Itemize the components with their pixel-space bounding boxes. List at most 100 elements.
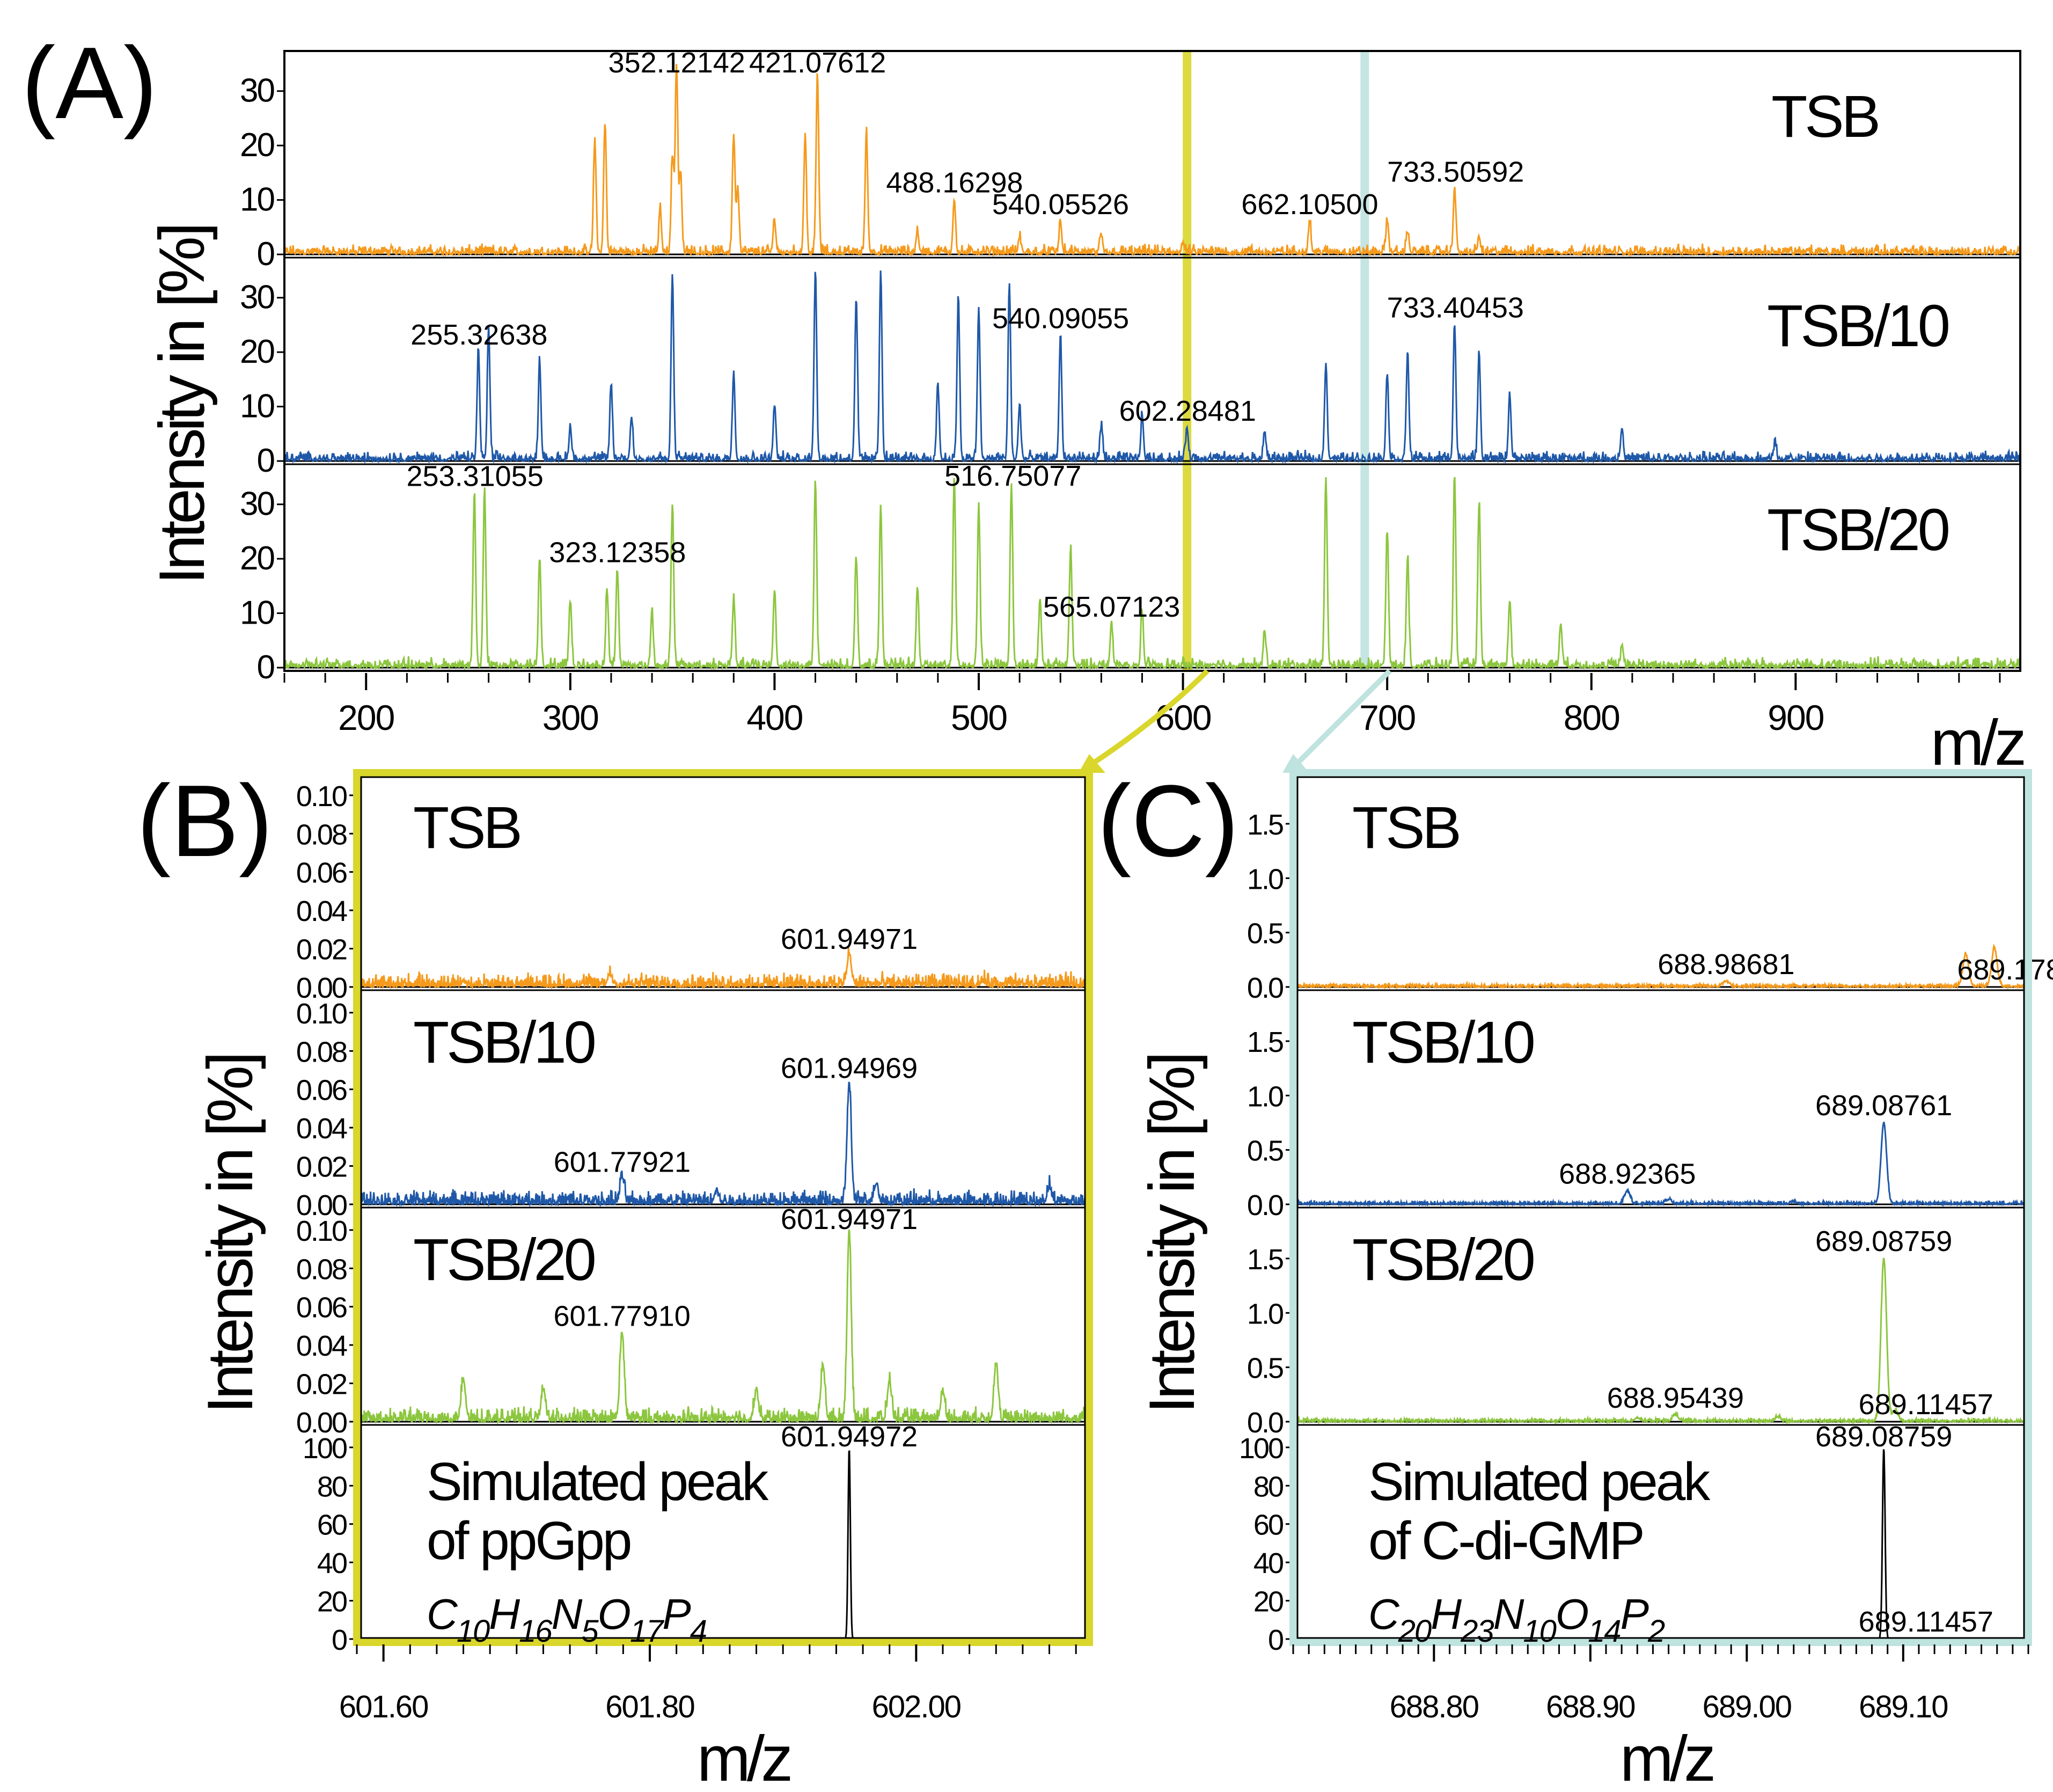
ytick-label: 0.5 [1247,1135,1283,1167]
panel-b-row-title-tsb10: TSB/10 [413,1010,595,1076]
ytick-label: 0.10 [296,1215,347,1247]
panel-a-row-title-tsb: TSB [1771,84,1878,150]
ytick-label: 40 [1253,1547,1283,1579]
series-line-tsb [283,63,2021,258]
connector-to-b [1093,669,1209,765]
peak-annotation: 733.50592 [1387,156,1524,188]
connector-to-c-arrowhead [1282,754,1309,773]
xtick-label: 700 [1359,698,1415,737]
panel-b-plot: 0.00 0.02 0.04 0.06 0.08 0.10 601.94971 0.00 0.0… [296,769,1093,1724]
ytick-label: 1.0 [1247,1080,1283,1113]
panel-b-row-title-tsb20: TSB/20 [413,1227,595,1293]
panel-c-letter: (C) [1097,764,1239,878]
peak-annotation: 689.17827 [1957,954,2053,986]
panel-a-row-title-tsb20: TSB/20 [1767,497,1948,563]
ytick-label: 20 [1253,1586,1283,1618]
panel-b-xlabel: m/z [697,1723,790,1792]
panel-c-sim-line2: of C-di-GMP [1368,1511,1643,1571]
peak-annotation: 255.32638 [410,319,547,351]
series-line-tsb-10 [283,270,2021,464]
peak-annotation: 253.31055 [406,460,543,492]
peak-annotation: 689.08759 [1815,1225,1952,1257]
xtick-label: 800 [1564,698,1619,737]
ytick-label: 0.06 [296,1074,347,1107]
ytick-label: 20 [317,1586,347,1618]
peak-annotation: 688.92365 [1559,1158,1696,1190]
ytick-label: 10 [240,181,274,218]
ytick-label: 80 [1253,1471,1283,1503]
ytick-label: 20 [240,127,274,164]
ytick-label: 0 [257,649,275,686]
ytick-label: 40 [317,1547,347,1579]
ytick-label: 20 [240,540,274,577]
ytick-label: 0.10 [296,998,347,1030]
ytick-label: 0.5 [1247,1352,1283,1385]
plot-frame [283,50,2021,672]
series-line-tsb-20 [1292,1257,2029,1425]
ytick-label: 0.06 [296,857,347,889]
peak-annotation: 565.07123 [1043,591,1180,623]
peak-annotation: 689.11457 [1859,1388,1993,1421]
ytick-label: 60 [1253,1509,1283,1541]
peak-annotation: 540.09055 [992,303,1129,335]
series-line-tsb-20 [356,1229,1090,1425]
peak-annotation: 601.77921 [554,1146,691,1179]
ytick-label: 0.0 [1247,1189,1283,1222]
panel-c-row-title-tsb10: TSB/10 [1352,1010,1534,1076]
ytick-label: 60 [317,1509,347,1541]
peak-annotation: 601.94971 [781,923,918,955]
peak-annotation: 733.40453 [1387,291,1524,324]
ytick-label: 10 [240,595,274,632]
ytick-label: 0.02 [296,1151,347,1183]
xtick-label: 500 [951,698,1007,737]
ytick-label: 0.00 [296,1189,347,1222]
panel-c-sim-line1: Simulated peak [1368,1452,1711,1512]
xtick-label: 688.80 [1390,1689,1478,1724]
connector-to-b-arrowhead [1079,754,1105,773]
peak-annotation: 688.98681 [1658,948,1794,981]
peak-annotation: 323.12358 [549,536,686,568]
ytick-label: 1.5 [1247,809,1283,841]
ytick-label: 0 [257,442,275,479]
xtick-label: 689.00 [1703,1689,1791,1724]
panel-b-sim-line2: of ppGpp [427,1511,630,1571]
ytick-label: 0.04 [296,895,347,927]
xtick-label: 602.00 [872,1689,960,1724]
ytick-label: 20 [240,333,274,370]
series-line-tsb-10 [356,1081,1090,1208]
ytick-label: 30 [240,72,274,109]
series-line-tsb [356,948,1090,990]
ytick-label: 0 [257,236,275,273]
ytick-label: 100 [303,1432,347,1465]
ytick-label: 0.08 [296,1253,347,1285]
panel-a-ylabel: Intensity in [%] [146,226,218,584]
xtick-label: 300 [542,698,598,737]
xtick-label: 200 [338,698,394,737]
panel-c-xlabel: m/z [1620,1723,1713,1792]
panel-a-row-title-tsb10: TSB/10 [1767,293,1948,359]
panel-c-row-title-tsb: TSB [1352,795,1459,861]
peak-annotation: 688.95439 [1607,1382,1744,1414]
ytick-label: 0.00 [296,972,347,1004]
xtick-label: 689.10 [1859,1689,1947,1724]
xtick-label: 601.80 [605,1689,694,1724]
ytick-label: 1.0 [1247,1298,1283,1330]
peak-annotation: 689.11457 [1859,1606,1993,1638]
ytick-label: 0.5 [1247,918,1283,950]
ytick-label: 100 [1239,1432,1283,1465]
peak-annotation: 662.10500 [1241,188,1378,221]
peak-annotation: 689.08759 [1815,1421,1952,1453]
ytick-label: 0.10 [296,780,347,813]
plot-inner-frame [360,776,1086,1639]
ytick-label: 80 [317,1471,347,1503]
ytick-label: 0.0 [1247,972,1283,1004]
panel-b-ylabel: Intensity in [%] [194,1055,266,1414]
ytick-label: 0.02 [296,934,347,966]
ytick-label: 0.04 [296,1113,347,1145]
ytick-label: 0.08 [296,1036,347,1068]
connector-to-c [1296,669,1392,764]
ytick-label: 0.06 [296,1292,347,1324]
ytick-label: 0.0 [1247,1407,1283,1439]
xtick-label: 688.90 [1546,1689,1634,1724]
